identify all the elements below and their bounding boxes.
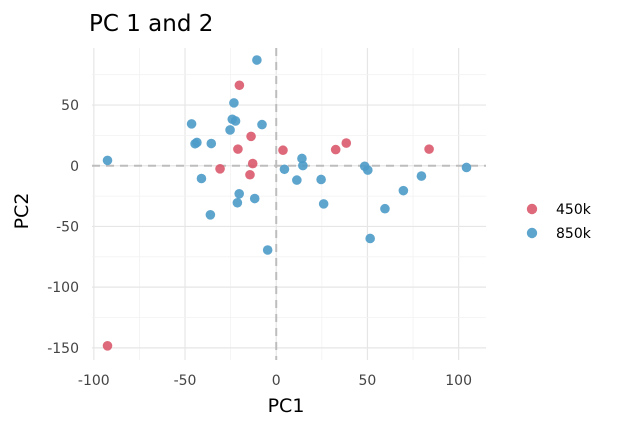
data-point-850k — [297, 153, 307, 164]
x-axis-ticks: -100 -50 0 50 100 — [78, 373, 472, 389]
data-point-450k — [234, 80, 245, 91]
x-tick-label: 0 — [272, 373, 281, 389]
x-tick-label: 100 — [445, 373, 472, 389]
data-point-850k — [380, 203, 390, 214]
data-point-450k — [233, 144, 243, 154]
data-point-850k — [316, 174, 326, 185]
legend-key-850k — [526, 227, 538, 239]
x-tick-label: 50 — [359, 373, 377, 389]
data-point-850k — [416, 171, 427, 181]
data-point-450k — [215, 163, 225, 174]
data-point-450k — [245, 169, 255, 180]
data-point-850k — [262, 245, 273, 255]
grid-lines — [92, 48, 486, 360]
data-point-850k — [206, 138, 217, 149]
data-point-850k — [298, 160, 308, 171]
data-point-850k — [192, 137, 202, 148]
y-tick-label: 0 — [70, 159, 79, 175]
legend-label-450k: 450k — [556, 202, 592, 218]
data-point-850k — [196, 173, 207, 184]
data-point-450k — [246, 131, 256, 142]
data-point-450k — [102, 340, 113, 351]
data-point-450k — [247, 158, 258, 169]
data-point-450k — [330, 144, 341, 155]
chart-title: PC 1 and 2 — [89, 11, 213, 37]
data-point-850k — [249, 193, 260, 204]
data-point-850k — [257, 119, 267, 130]
data-point-850k — [365, 233, 375, 244]
x-axis-title: PC1 — [268, 395, 305, 417]
y-tick-label: -150 — [47, 341, 79, 357]
data-point-450k — [341, 138, 352, 148]
data-point-850k — [318, 199, 329, 209]
data-point-850k — [225, 125, 235, 135]
y-axis-ticks: -150 -100 -50 0 50 — [47, 98, 79, 357]
y-tick-label: 50 — [61, 98, 79, 114]
y-axis-title: PC2 — [11, 193, 33, 230]
data-point-850k — [232, 197, 243, 208]
legend-key-450k — [526, 203, 538, 215]
zero-lines — [92, 48, 486, 360]
data-point-850k — [234, 189, 245, 199]
x-tick-label: -100 — [78, 373, 110, 389]
data-point-850k — [186, 119, 197, 129]
data-point-850k — [230, 116, 241, 126]
data-point-850k — [279, 164, 290, 175]
data-points — [102, 55, 472, 351]
data-point-850k — [461, 162, 472, 173]
y-tick-label: -50 — [56, 219, 79, 235]
legend: 450k 850k — [526, 202, 592, 242]
data-point-850k — [363, 165, 373, 175]
y-tick-label: -100 — [47, 280, 79, 296]
data-point-850k — [252, 55, 262, 65]
data-point-850k — [292, 175, 302, 185]
data-point-450k — [424, 144, 434, 154]
x-tick-label: -50 — [174, 373, 197, 389]
data-point-850k — [229, 98, 239, 108]
data-point-450k — [278, 145, 288, 156]
legend-label-850k: 850k — [556, 226, 592, 242]
data-point-850k — [205, 210, 216, 220]
data-point-850k — [102, 155, 113, 166]
data-point-850k — [398, 185, 409, 196]
